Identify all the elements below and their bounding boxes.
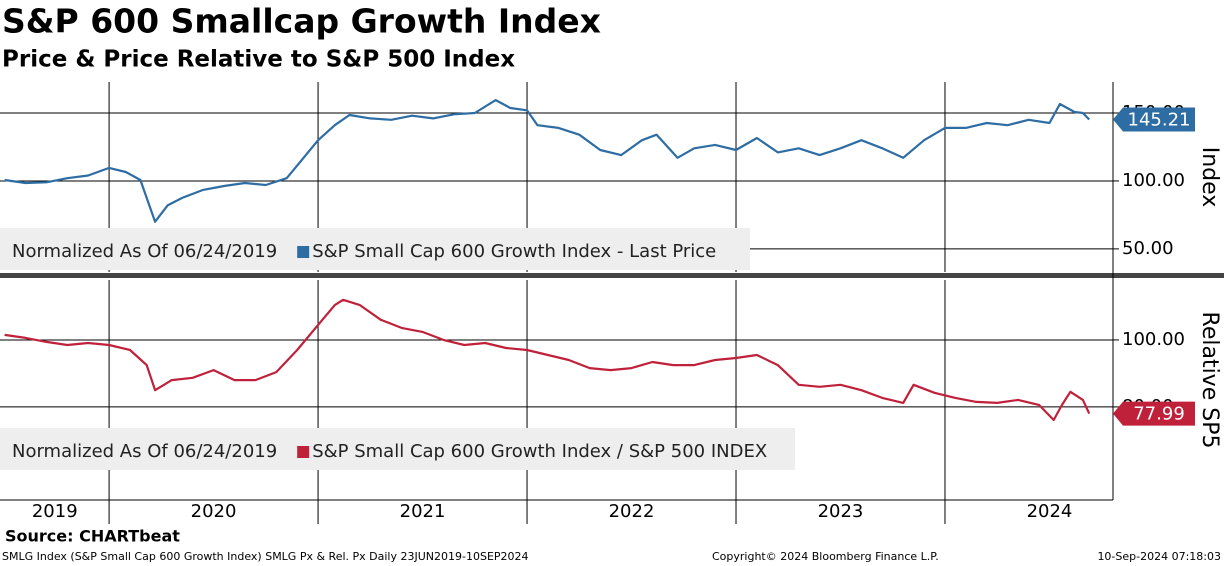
last-value-label: 77.99 <box>1133 404 1185 425</box>
y-tick-label: 100.00 <box>1122 170 1185 191</box>
data-line <box>4 99 1090 223</box>
legend-label: S&P Small Cap 600 Growth Index / S&P 500… <box>312 441 767 462</box>
x-tick-label: 2023 <box>818 501 864 522</box>
y-tick-label: 100.00 <box>1122 329 1185 350</box>
footer-right: 10-Sep-2024 07:18:03 <box>1097 550 1221 563</box>
panel-separator <box>0 273 1224 278</box>
chart-title: S&P 600 Smallcap Growth Index <box>2 2 601 41</box>
chart-subtitle: Price & Price Relative to S&P 500 Index <box>2 47 515 73</box>
x-tick-label: 2021 <box>400 501 446 522</box>
x-tick-label: 2019 <box>32 501 78 522</box>
legend-label: S&P Small Cap 600 Growth Index - Last Pr… <box>312 241 716 262</box>
y-axis-label: Index <box>1197 147 1222 208</box>
last-value-label: 145.21 <box>1128 109 1191 130</box>
last-value-tag <box>1113 107 1195 132</box>
legend-box <box>0 228 750 270</box>
legend-swatch <box>297 446 310 458</box>
x-tick-label: 2022 <box>609 501 655 522</box>
y-tick-label: 50.00 <box>1122 238 1174 259</box>
x-tick-label: 2024 <box>1027 501 1073 522</box>
legend-note: Normalized As Of 06/24/2019 <box>12 441 277 462</box>
source: Source: CHARTbeat <box>5 527 180 546</box>
footer-center: Copyright© 2024 Bloomberg Finance L.P. <box>712 550 939 563</box>
legend-note: Normalized As Of 06/24/2019 <box>12 241 277 262</box>
data-line <box>4 298 1091 422</box>
last-value-tag <box>1113 401 1195 426</box>
legend-swatch <box>297 246 310 258</box>
y-axis-label: Relative SP5 <box>1197 312 1222 449</box>
footer-left: SMLG Index (S&P Small Cap 600 Growth Ind… <box>2 550 529 563</box>
x-tick-label: 2020 <box>191 501 237 522</box>
legend-box <box>0 428 795 470</box>
